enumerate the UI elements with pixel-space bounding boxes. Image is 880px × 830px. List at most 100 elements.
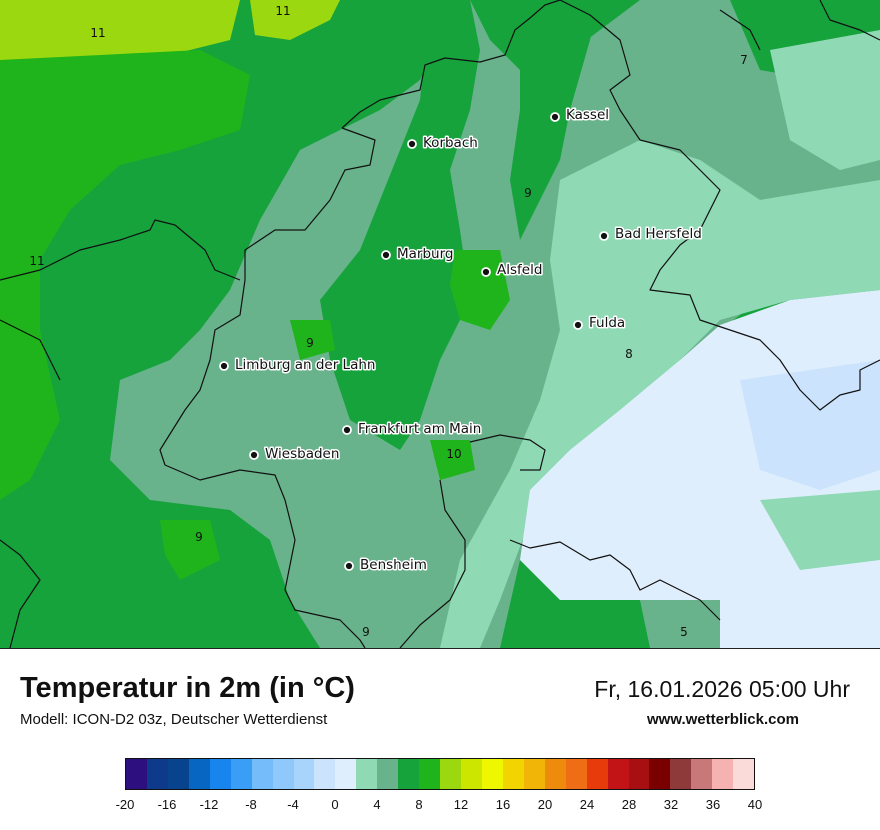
city-dot: [342, 425, 352, 435]
legend-tick-label: 40: [747, 797, 763, 812]
zone-11-northeast: [250, 0, 340, 40]
city-label: Marburg: [397, 246, 453, 262]
city-fulda[interactable]: Fulda: [573, 314, 627, 333]
zone-5-northeast: [770, 30, 880, 170]
legend-tick-label: 4: [373, 797, 381, 812]
city-frankfurt-am-main[interactable]: Frankfurt am Main: [342, 420, 483, 439]
legend-swatch: [607, 759, 629, 789]
zone-9-central: [320, 0, 480, 450]
legend-swatch: [335, 759, 357, 789]
legend-swatch: [314, 759, 336, 789]
isotherm-label: 11: [90, 26, 105, 40]
border-west: [159, 127, 376, 648]
legend-swatch: [712, 759, 734, 789]
zone-2: [740, 360, 880, 490]
temperature-map: 11 11 11 9 9 8 10 9 9 5 7 Kassel Korbach: [0, 0, 880, 649]
model-info: Modell: ICON-D2 03z, Deutscher Wetterdie…: [20, 711, 328, 728]
city-dot: [599, 231, 609, 241]
legend-swatch: [461, 759, 482, 789]
isotherm-label: 9: [362, 625, 370, 639]
city-bensheim[interactable]: Bensheim: [344, 556, 428, 575]
border-south: [399, 479, 466, 648]
city-korbach[interactable]: Korbach: [407, 134, 479, 153]
legend-tick-label: 24: [579, 797, 595, 812]
legend-swatch: [733, 759, 755, 789]
color-legend: [125, 758, 755, 790]
legend-tick-label: 20: [537, 797, 553, 812]
legend-swatch: [377, 759, 399, 789]
legend-swatch: [691, 759, 713, 789]
city-limburg-an-der-lahn[interactable]: Limburg an der Lahn: [219, 356, 377, 375]
city-label: Limburg an der Lahn: [235, 357, 375, 373]
border-north-inner: [719, 9, 761, 51]
zone-4-southeast: [760, 490, 880, 570]
zone-5-south: [640, 600, 720, 648]
legend-swatch: [649, 759, 671, 789]
border-north: [341, 0, 561, 129]
legend-tick-label: -20: [115, 797, 135, 812]
legend-swatch: [356, 759, 378, 789]
isotherm-label: 7: [740, 53, 748, 67]
zone-10-southwest: [160, 520, 220, 580]
city-bad-hersfeld[interactable]: Bad Hersfeld: [599, 225, 703, 244]
city-label: Frankfurt am Main: [358, 421, 481, 437]
legend-tick-label: 12: [453, 797, 469, 812]
legend-tick-label: 36: [705, 797, 721, 812]
legend-swatch: [126, 759, 147, 789]
legend-swatch: [272, 759, 294, 789]
legend-swatch: [146, 759, 168, 789]
map-canvas: 11 11 11 9 9 8 10 9 9 5 7 Kassel Korbach: [0, 0, 880, 648]
legend-tick-label: 0: [331, 797, 339, 812]
city-wiesbaden[interactable]: Wiesbaden: [249, 445, 341, 464]
city-label: Korbach: [423, 135, 478, 151]
city-label: Kassel: [566, 107, 609, 123]
city-dot: [249, 450, 259, 460]
isotherm-label: 9: [195, 530, 203, 544]
legend-tick-label: 32: [663, 797, 679, 812]
isotherm-label: 5: [680, 625, 688, 639]
city-label: Bensheim: [360, 557, 427, 573]
legend-tick-label: -16: [157, 797, 177, 812]
legend-swatch: [670, 759, 692, 789]
legend-swatch: [628, 759, 650, 789]
city-alsfeld[interactable]: Alsfeld: [481, 261, 544, 280]
zone-5: [440, 140, 880, 648]
legend-swatch: [230, 759, 252, 789]
legend-tick-label: -12: [199, 797, 219, 812]
legend-tick-label: 8: [415, 797, 423, 812]
border-east: [559, 0, 880, 411]
isotherm-label: 9: [524, 186, 532, 200]
city-label: Alsfeld: [497, 262, 542, 278]
legend-swatch: [398, 759, 420, 789]
isotherm-label: 11: [29, 254, 44, 268]
city-label: Wiesbaden: [265, 446, 339, 462]
border-south-east: [509, 539, 721, 621]
city-dot: [407, 139, 417, 149]
legend-swatch: [251, 759, 273, 789]
legend-swatch: [586, 759, 608, 789]
website-link[interactable]: www.wetterblick.com: [647, 711, 799, 728]
zone-10-frankfurt: [430, 440, 475, 480]
legend-swatch: [565, 759, 587, 789]
legend-swatch: [523, 759, 545, 789]
isotherm-label: 11: [275, 4, 290, 18]
legend-swatch: [481, 759, 503, 789]
city-label: Fulda: [589, 315, 625, 331]
map-title: Temperatur in 2m (in °C): [20, 672, 355, 704]
city-marburg[interactable]: Marburg: [381, 245, 455, 264]
city-dot: [481, 267, 491, 277]
zone-10-limburg: [290, 320, 335, 360]
zone-10-alsfeld: [450, 250, 510, 330]
city-dot: [344, 561, 354, 571]
legend-swatch: [293, 759, 315, 789]
city-dot: [381, 250, 391, 260]
isotherm-label: 10: [446, 447, 461, 461]
city-dot: [550, 112, 560, 122]
legend-swatch: [419, 759, 441, 789]
city-label: Bad Hersfeld: [615, 226, 702, 242]
city-dot: [219, 361, 229, 371]
city-kassel[interactable]: Kassel: [550, 106, 611, 125]
zone-10-west: [0, 50, 250, 500]
border-northeast: [819, 0, 880, 41]
legend-tick-label: -4: [287, 797, 299, 812]
